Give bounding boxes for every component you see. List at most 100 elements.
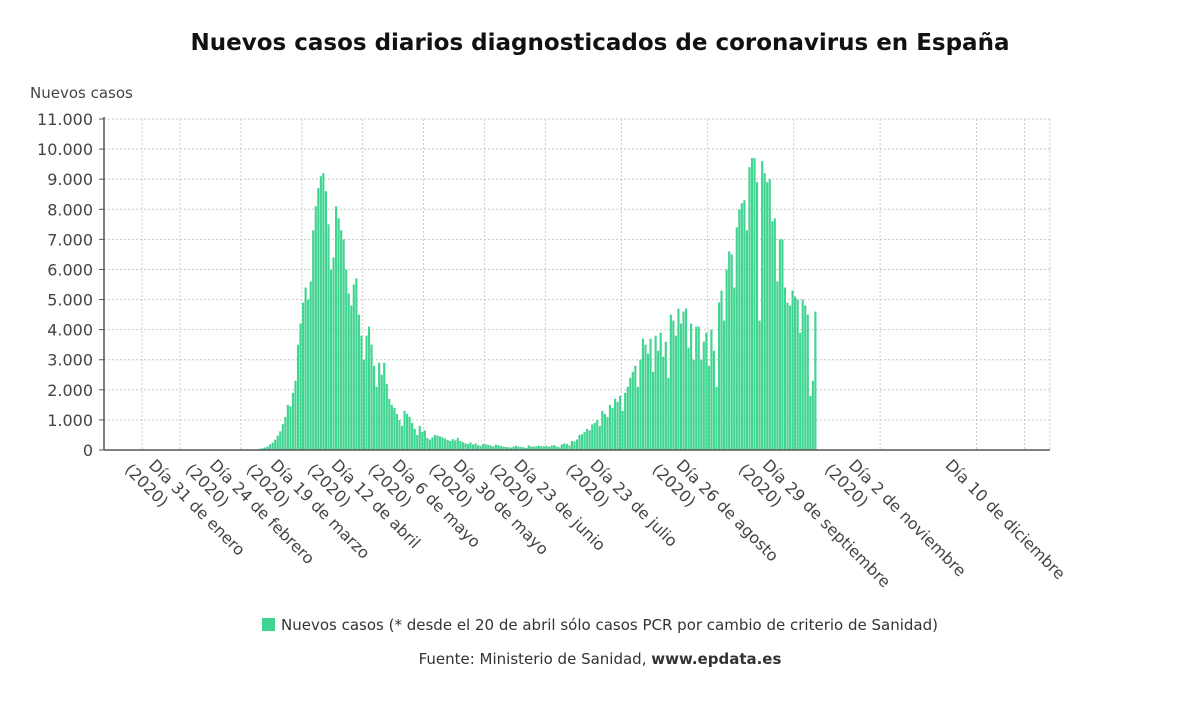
bar xyxy=(804,305,807,450)
source-note: Fuente: Ministerio de Sanidad, www.epdat… xyxy=(0,650,1200,668)
bar xyxy=(588,430,591,450)
bar xyxy=(504,446,508,450)
y-tick-labels: 0 1.000 2.000 3.000 4.000 5.000 6.000 7.000 8.00… xyxy=(37,110,93,460)
bar xyxy=(596,419,599,450)
bar xyxy=(550,445,553,450)
bar xyxy=(654,335,657,450)
bar xyxy=(695,326,698,450)
bar xyxy=(332,257,335,450)
y-tick-label: 0 xyxy=(83,441,93,460)
bar xyxy=(636,386,639,450)
bar xyxy=(738,209,741,450)
bar xyxy=(423,430,426,450)
bar xyxy=(583,431,586,450)
bar xyxy=(717,302,721,450)
bar xyxy=(575,439,579,450)
y-tick-label: 9.000 xyxy=(47,170,93,189)
bar xyxy=(743,200,746,450)
bar xyxy=(367,326,371,450)
bar xyxy=(492,446,495,450)
legend-label: Nuevos casos (* desde el 20 de abril sól… xyxy=(281,616,938,634)
bar xyxy=(304,287,307,450)
source-link[interactable]: www.epdata.es xyxy=(651,650,782,668)
bar xyxy=(451,439,454,450)
bar xyxy=(771,221,774,450)
bar xyxy=(263,447,267,450)
bar xyxy=(756,182,759,450)
bar xyxy=(652,371,655,450)
bar xyxy=(527,445,530,450)
bar xyxy=(436,435,439,450)
axes xyxy=(99,117,1050,451)
bar xyxy=(388,398,391,450)
bar xyxy=(626,386,629,450)
bar xyxy=(302,302,305,450)
bar xyxy=(601,410,604,450)
y-tick-label: 11.000 xyxy=(37,110,93,129)
bar xyxy=(411,422,414,450)
bar xyxy=(466,443,470,450)
bar xyxy=(418,425,421,450)
bar xyxy=(291,392,295,450)
bar xyxy=(329,269,333,450)
bar xyxy=(482,443,485,450)
bar xyxy=(791,290,794,450)
bar xyxy=(639,359,642,450)
bar xyxy=(499,446,502,450)
bar xyxy=(446,440,449,450)
bar xyxy=(444,438,447,450)
bar xyxy=(690,323,693,450)
bar xyxy=(459,440,462,450)
bar xyxy=(431,437,434,450)
bar xyxy=(261,448,264,450)
bar xyxy=(530,446,533,450)
bar xyxy=(350,305,353,450)
bar xyxy=(758,320,761,450)
bar xyxy=(545,445,548,450)
bar xyxy=(433,434,437,450)
bar xyxy=(393,407,396,450)
bar xyxy=(507,447,510,450)
y-tick-label: 6.000 xyxy=(47,260,93,279)
bar xyxy=(806,314,809,450)
bar xyxy=(667,377,670,450)
bar xyxy=(659,332,662,450)
bar xyxy=(710,329,713,450)
bar xyxy=(378,362,381,450)
bar xyxy=(352,284,355,450)
bar xyxy=(408,416,411,450)
bar xyxy=(322,173,325,450)
bar xyxy=(598,425,601,450)
bar xyxy=(733,287,736,450)
bar xyxy=(578,434,581,450)
bar xyxy=(781,239,784,450)
bar xyxy=(284,416,287,450)
bar xyxy=(370,344,373,450)
bar xyxy=(730,254,733,450)
bar xyxy=(522,447,525,450)
bar xyxy=(586,428,589,450)
bar xyxy=(606,416,609,450)
bar xyxy=(502,446,505,450)
bar xyxy=(537,445,541,450)
bar xyxy=(778,239,781,450)
bar xyxy=(362,359,366,450)
bar xyxy=(616,401,619,450)
bar xyxy=(438,436,442,450)
bar xyxy=(375,386,378,450)
bar xyxy=(307,299,310,450)
bar xyxy=(461,442,464,450)
bar xyxy=(471,444,475,450)
bar xyxy=(542,446,546,450)
bar xyxy=(380,374,383,450)
bar xyxy=(299,323,302,450)
bar xyxy=(421,431,424,450)
bar xyxy=(619,395,622,450)
bar xyxy=(515,445,518,450)
legend: Nuevos casos (* desde el 20 de abril sól… xyxy=(0,616,1200,634)
bar xyxy=(555,446,558,450)
bar xyxy=(684,308,688,450)
bar xyxy=(398,419,401,450)
bar xyxy=(296,344,300,450)
bar xyxy=(748,167,751,450)
